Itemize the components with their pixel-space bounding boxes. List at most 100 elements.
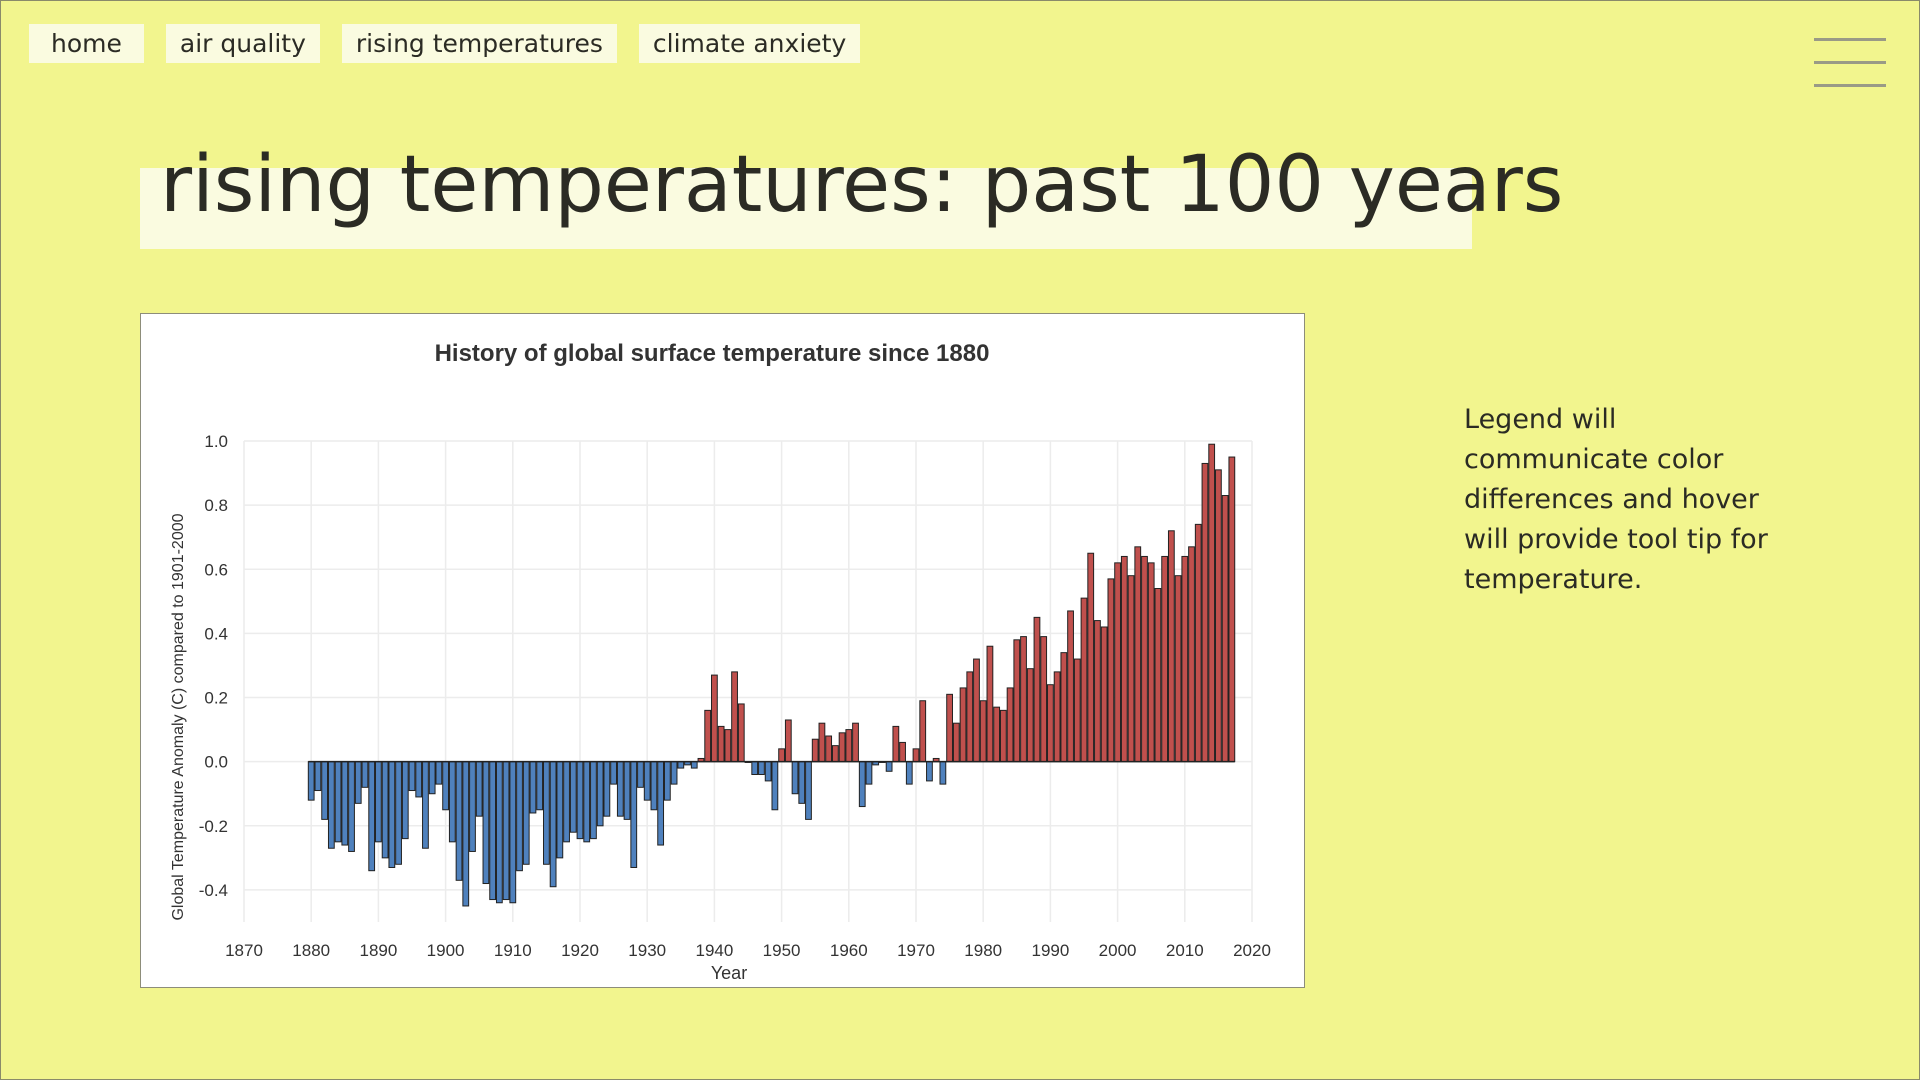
bar-1930 — [643, 761, 651, 801]
bar-1987 — [1026, 668, 1034, 763]
bar-1899 — [435, 761, 443, 785]
bar-1942 — [724, 729, 732, 763]
x-tick-label: 1930 — [628, 941, 666, 960]
bar-1882 — [321, 761, 329, 820]
bar-2002 — [1127, 575, 1135, 763]
x-tick-label: 2020 — [1233, 941, 1271, 960]
bar-1902 — [455, 761, 463, 881]
bar-1892 — [388, 761, 396, 868]
x-tick-label: 1900 — [427, 941, 465, 960]
nav-home[interactable]: home — [29, 24, 144, 63]
bar-1986 — [1020, 636, 1027, 763]
bar-1884 — [334, 761, 342, 843]
bar-1924 — [603, 761, 611, 817]
bar-2010 — [1181, 555, 1189, 763]
bar-1949 — [771, 761, 779, 811]
chart-title: History of global surface temperature si… — [435, 340, 990, 367]
bar-1928 — [630, 761, 638, 868]
bar-1997 — [1094, 620, 1101, 763]
bar-1906 — [482, 761, 490, 885]
bar-1943 — [731, 671, 738, 763]
bar-1990 — [1047, 684, 1054, 763]
x-tick-label: 2010 — [1166, 941, 1204, 960]
bar-1978 — [966, 671, 974, 763]
bar-1975 — [946, 693, 953, 763]
bar-1953 — [798, 761, 806, 804]
bar-1919 — [569, 761, 577, 833]
bar-2013 — [1201, 462, 1209, 763]
bar-1939 — [704, 709, 712, 763]
title-highlight — [140, 168, 1472, 249]
bar-1925 — [610, 761, 617, 785]
page-title: rising temperatures: past 100 years — [160, 140, 1564, 230]
y-tick-label: 0.8 — [204, 496, 228, 515]
bar-1932 — [657, 761, 665, 846]
bar-1995 — [1080, 597, 1088, 763]
bar-1915 — [543, 761, 550, 865]
bar-1979 — [973, 658, 980, 763]
bar-2012 — [1194, 523, 1202, 763]
bar-1883 — [327, 761, 335, 849]
bar-1893 — [395, 761, 402, 865]
bar-1991 — [1053, 671, 1061, 763]
top-nav: home air quality rising temperatures cli… — [29, 24, 861, 63]
x-tick-label: 1940 — [695, 941, 733, 960]
bar-1993 — [1067, 610, 1074, 763]
nav-rising-temperatures[interactable]: rising temperatures — [341, 24, 617, 63]
bar-1923 — [596, 761, 604, 827]
bar-1917 — [556, 761, 564, 859]
bar-2015 — [1215, 469, 1222, 763]
bar-1929 — [637, 761, 644, 788]
bar-2008 — [1167, 530, 1175, 763]
x-tick-label: 1950 — [763, 941, 801, 960]
bar-2016 — [1221, 495, 1229, 763]
x-tick-label: 1960 — [830, 941, 868, 960]
bar-1961 — [852, 722, 859, 763]
bar-1897 — [422, 761, 429, 849]
bar-1890 — [375, 761, 382, 843]
bar-2017 — [1228, 456, 1236, 763]
nav-climate-anxiety[interactable]: climate anxiety — [638, 24, 861, 63]
bar-1933 — [663, 761, 671, 801]
bar-2014 — [1208, 443, 1216, 763]
bar-1954 — [805, 761, 812, 820]
nav-air-quality[interactable]: air quality — [165, 24, 320, 63]
bar-1981 — [986, 645, 994, 763]
x-tick-label: 1880 — [292, 941, 330, 960]
bar-1918 — [563, 761, 570, 843]
bar-1909 — [502, 761, 510, 901]
bar-1985 — [1013, 639, 1021, 763]
bar-1976 — [952, 722, 960, 763]
bar-1920 — [576, 761, 584, 840]
bar-1888 — [361, 761, 369, 788]
bar-2001 — [1120, 555, 1128, 763]
bar-1891 — [381, 761, 389, 859]
bar-1937 — [690, 761, 698, 769]
bar-1896 — [415, 761, 423, 798]
bar-2000 — [1114, 562, 1121, 763]
bar-1905 — [475, 761, 483, 817]
bar-1958 — [831, 745, 839, 763]
bar-1941 — [717, 725, 725, 763]
hamburger-menu-icon[interactable] — [1814, 38, 1886, 88]
x-tick-label: 1890 — [359, 941, 397, 960]
bar-2003 — [1134, 546, 1142, 763]
bar-1967 — [892, 725, 900, 763]
design-note: Legend will communicate color difference… — [1464, 404, 1768, 595]
bar-2004 — [1141, 555, 1148, 763]
bar-1992 — [1060, 652, 1068, 763]
bar-1913 — [529, 761, 537, 814]
bar-1904 — [469, 761, 476, 852]
x-tick-label: 1990 — [1031, 941, 1069, 960]
bar-1916 — [549, 761, 557, 888]
x-tick-label: 1920 — [561, 941, 599, 960]
bar-1969 — [905, 761, 913, 785]
y-axis-label: Global Temperature Anomaly (C) compared … — [170, 513, 187, 920]
y-tick-label: 0.4 — [204, 624, 228, 643]
bar-1922 — [590, 761, 597, 840]
bar-1903 — [462, 761, 470, 907]
bar-1980 — [979, 700, 987, 763]
bar-1911 — [516, 761, 523, 872]
chart-svg: 1.0 0.8 0.6 0.4 0.2 0.0 -0.2 -0.4 1870 1880 1890 19… — [170, 340, 1271, 983]
bar-2009 — [1174, 575, 1182, 763]
